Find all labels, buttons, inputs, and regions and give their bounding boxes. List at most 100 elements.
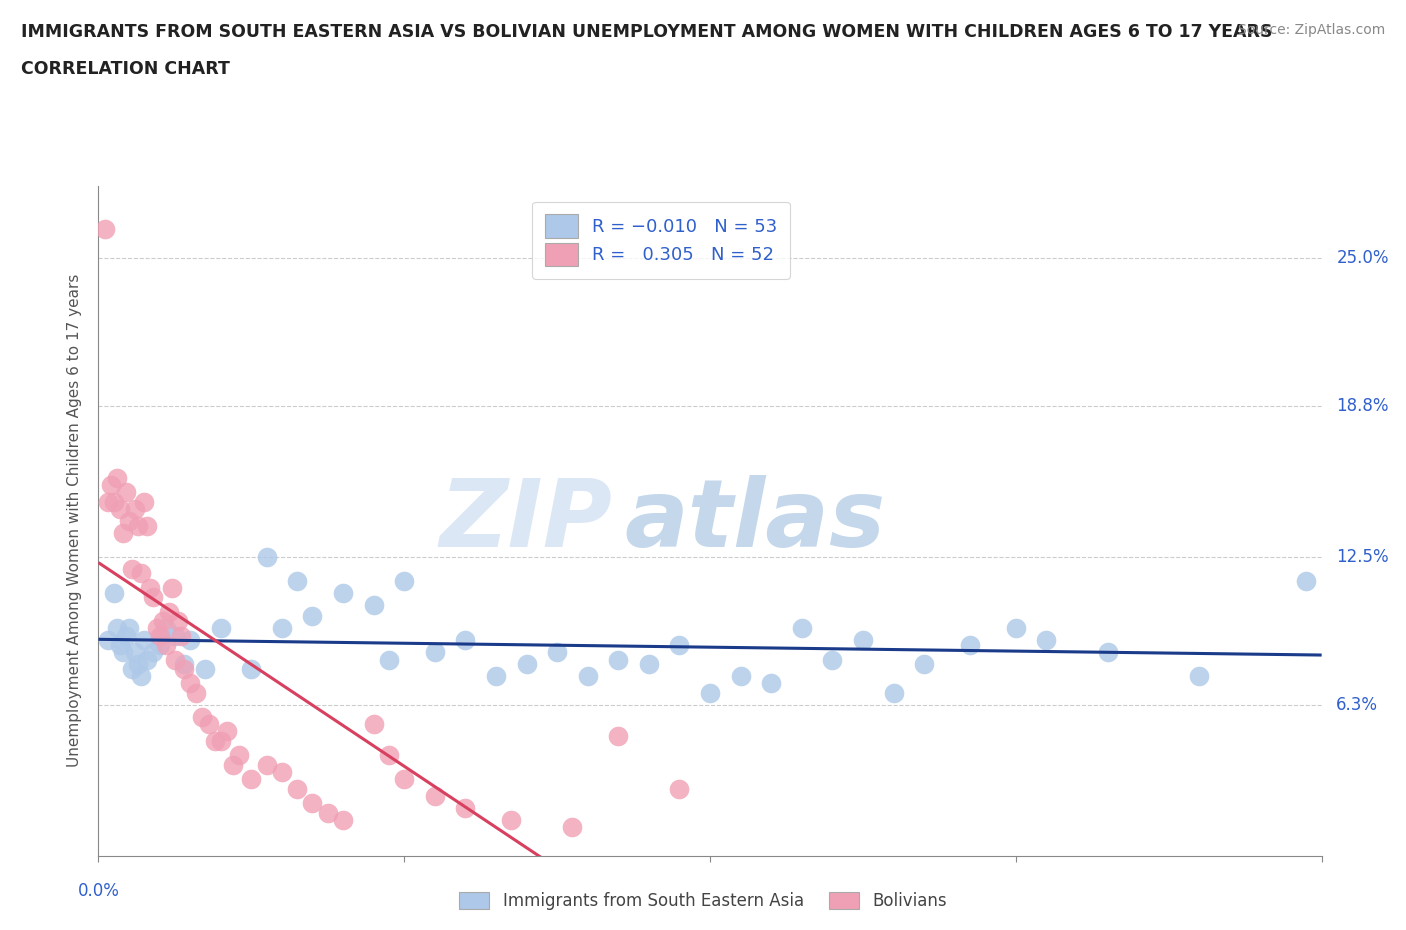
Point <box>134 633 156 648</box>
Point <box>668 638 690 653</box>
Point <box>423 644 446 659</box>
Point <box>145 621 167 636</box>
Point <box>204 734 226 749</box>
Point <box>173 657 195 671</box>
Point <box>160 580 183 595</box>
Point <box>121 561 143 576</box>
Point <box>222 757 245 772</box>
Point <box>129 669 152 684</box>
Point <box>191 710 214 724</box>
Point <box>118 621 141 636</box>
Point <box>883 685 905 700</box>
Point <box>209 734 232 749</box>
Point <box>215 724 238 738</box>
Point <box>157 604 180 619</box>
Point <box>136 518 159 533</box>
Point <box>607 728 630 743</box>
Point <box>546 644 568 659</box>
Point <box>332 585 354 600</box>
Point <box>730 669 752 684</box>
Text: 6.3%: 6.3% <box>1336 696 1378 714</box>
Point <box>285 781 308 796</box>
Point <box>186 685 208 700</box>
Point <box>485 669 508 684</box>
Point <box>105 621 128 636</box>
Point <box>790 621 813 636</box>
Point <box>134 494 156 509</box>
Legend: R = −0.010   N = 53, R =   0.305   N = 52: R = −0.010 N = 53, R = 0.305 N = 52 <box>533 202 790 279</box>
Point <box>115 628 138 643</box>
Point <box>127 518 149 533</box>
Text: Source: ZipAtlas.com: Source: ZipAtlas.com <box>1237 23 1385 37</box>
Point <box>240 772 263 787</box>
Text: ZIP: ZIP <box>439 475 612 566</box>
Point <box>103 585 125 600</box>
Point <box>170 628 193 643</box>
Point <box>1004 621 1026 636</box>
Point <box>316 805 339 820</box>
Point <box>118 513 141 528</box>
Point <box>105 471 128 485</box>
Point <box>111 525 134 540</box>
Point <box>97 633 120 648</box>
Point <box>173 661 195 676</box>
Point <box>363 717 385 732</box>
Point <box>668 781 690 796</box>
Point <box>127 657 149 671</box>
Text: atlas: atlas <box>624 475 886 566</box>
Point <box>129 566 152 581</box>
Point <box>209 621 232 636</box>
Point <box>270 764 292 779</box>
Point <box>179 676 201 691</box>
Point <box>392 772 416 787</box>
Point <box>115 485 138 499</box>
Point <box>759 676 782 691</box>
Point <box>516 657 538 671</box>
Point <box>363 597 385 612</box>
Point <box>197 717 219 732</box>
Legend: Immigrants from South Eastern Asia, Bolivians: Immigrants from South Eastern Asia, Boli… <box>453 885 953 917</box>
Point <box>136 652 159 667</box>
Point <box>454 801 477 816</box>
Text: CORRELATION CHART: CORRELATION CHART <box>21 60 231 78</box>
Point <box>561 819 583 834</box>
Point <box>149 628 172 643</box>
Point <box>1295 573 1317 588</box>
Point <box>179 633 201 648</box>
Text: 12.5%: 12.5% <box>1336 548 1389 565</box>
Point <box>149 638 172 653</box>
Point <box>821 652 844 667</box>
Point <box>194 661 217 676</box>
Point <box>97 494 120 509</box>
Point <box>142 644 165 659</box>
Point <box>301 609 323 624</box>
Text: IMMIGRANTS FROM SOUTH EASTERN ASIA VS BOLIVIAN UNEMPLOYMENT AMONG WOMEN WITH CHI: IMMIGRANTS FROM SOUTH EASTERN ASIA VS BO… <box>21 23 1272 41</box>
Text: 25.0%: 25.0% <box>1336 248 1389 267</box>
Point <box>270 621 292 636</box>
Point <box>912 657 935 671</box>
Point <box>332 812 354 827</box>
Point <box>152 614 174 629</box>
Point <box>240 661 263 676</box>
Point <box>1035 633 1057 648</box>
Point <box>378 652 401 667</box>
Point <box>852 633 875 648</box>
Point <box>93 221 115 236</box>
Point <box>285 573 308 588</box>
Point <box>155 621 177 636</box>
Point <box>1188 669 1211 684</box>
Point <box>607 652 630 667</box>
Text: 18.8%: 18.8% <box>1336 397 1389 415</box>
Point <box>155 638 177 653</box>
Point <box>959 638 981 653</box>
Point <box>637 657 661 671</box>
Point <box>124 644 146 659</box>
Point <box>699 685 721 700</box>
Point <box>256 550 278 565</box>
Point <box>108 501 131 516</box>
Point <box>163 652 186 667</box>
Point <box>163 628 186 643</box>
Point <box>121 661 143 676</box>
Point <box>103 494 125 509</box>
Point <box>301 795 323 810</box>
